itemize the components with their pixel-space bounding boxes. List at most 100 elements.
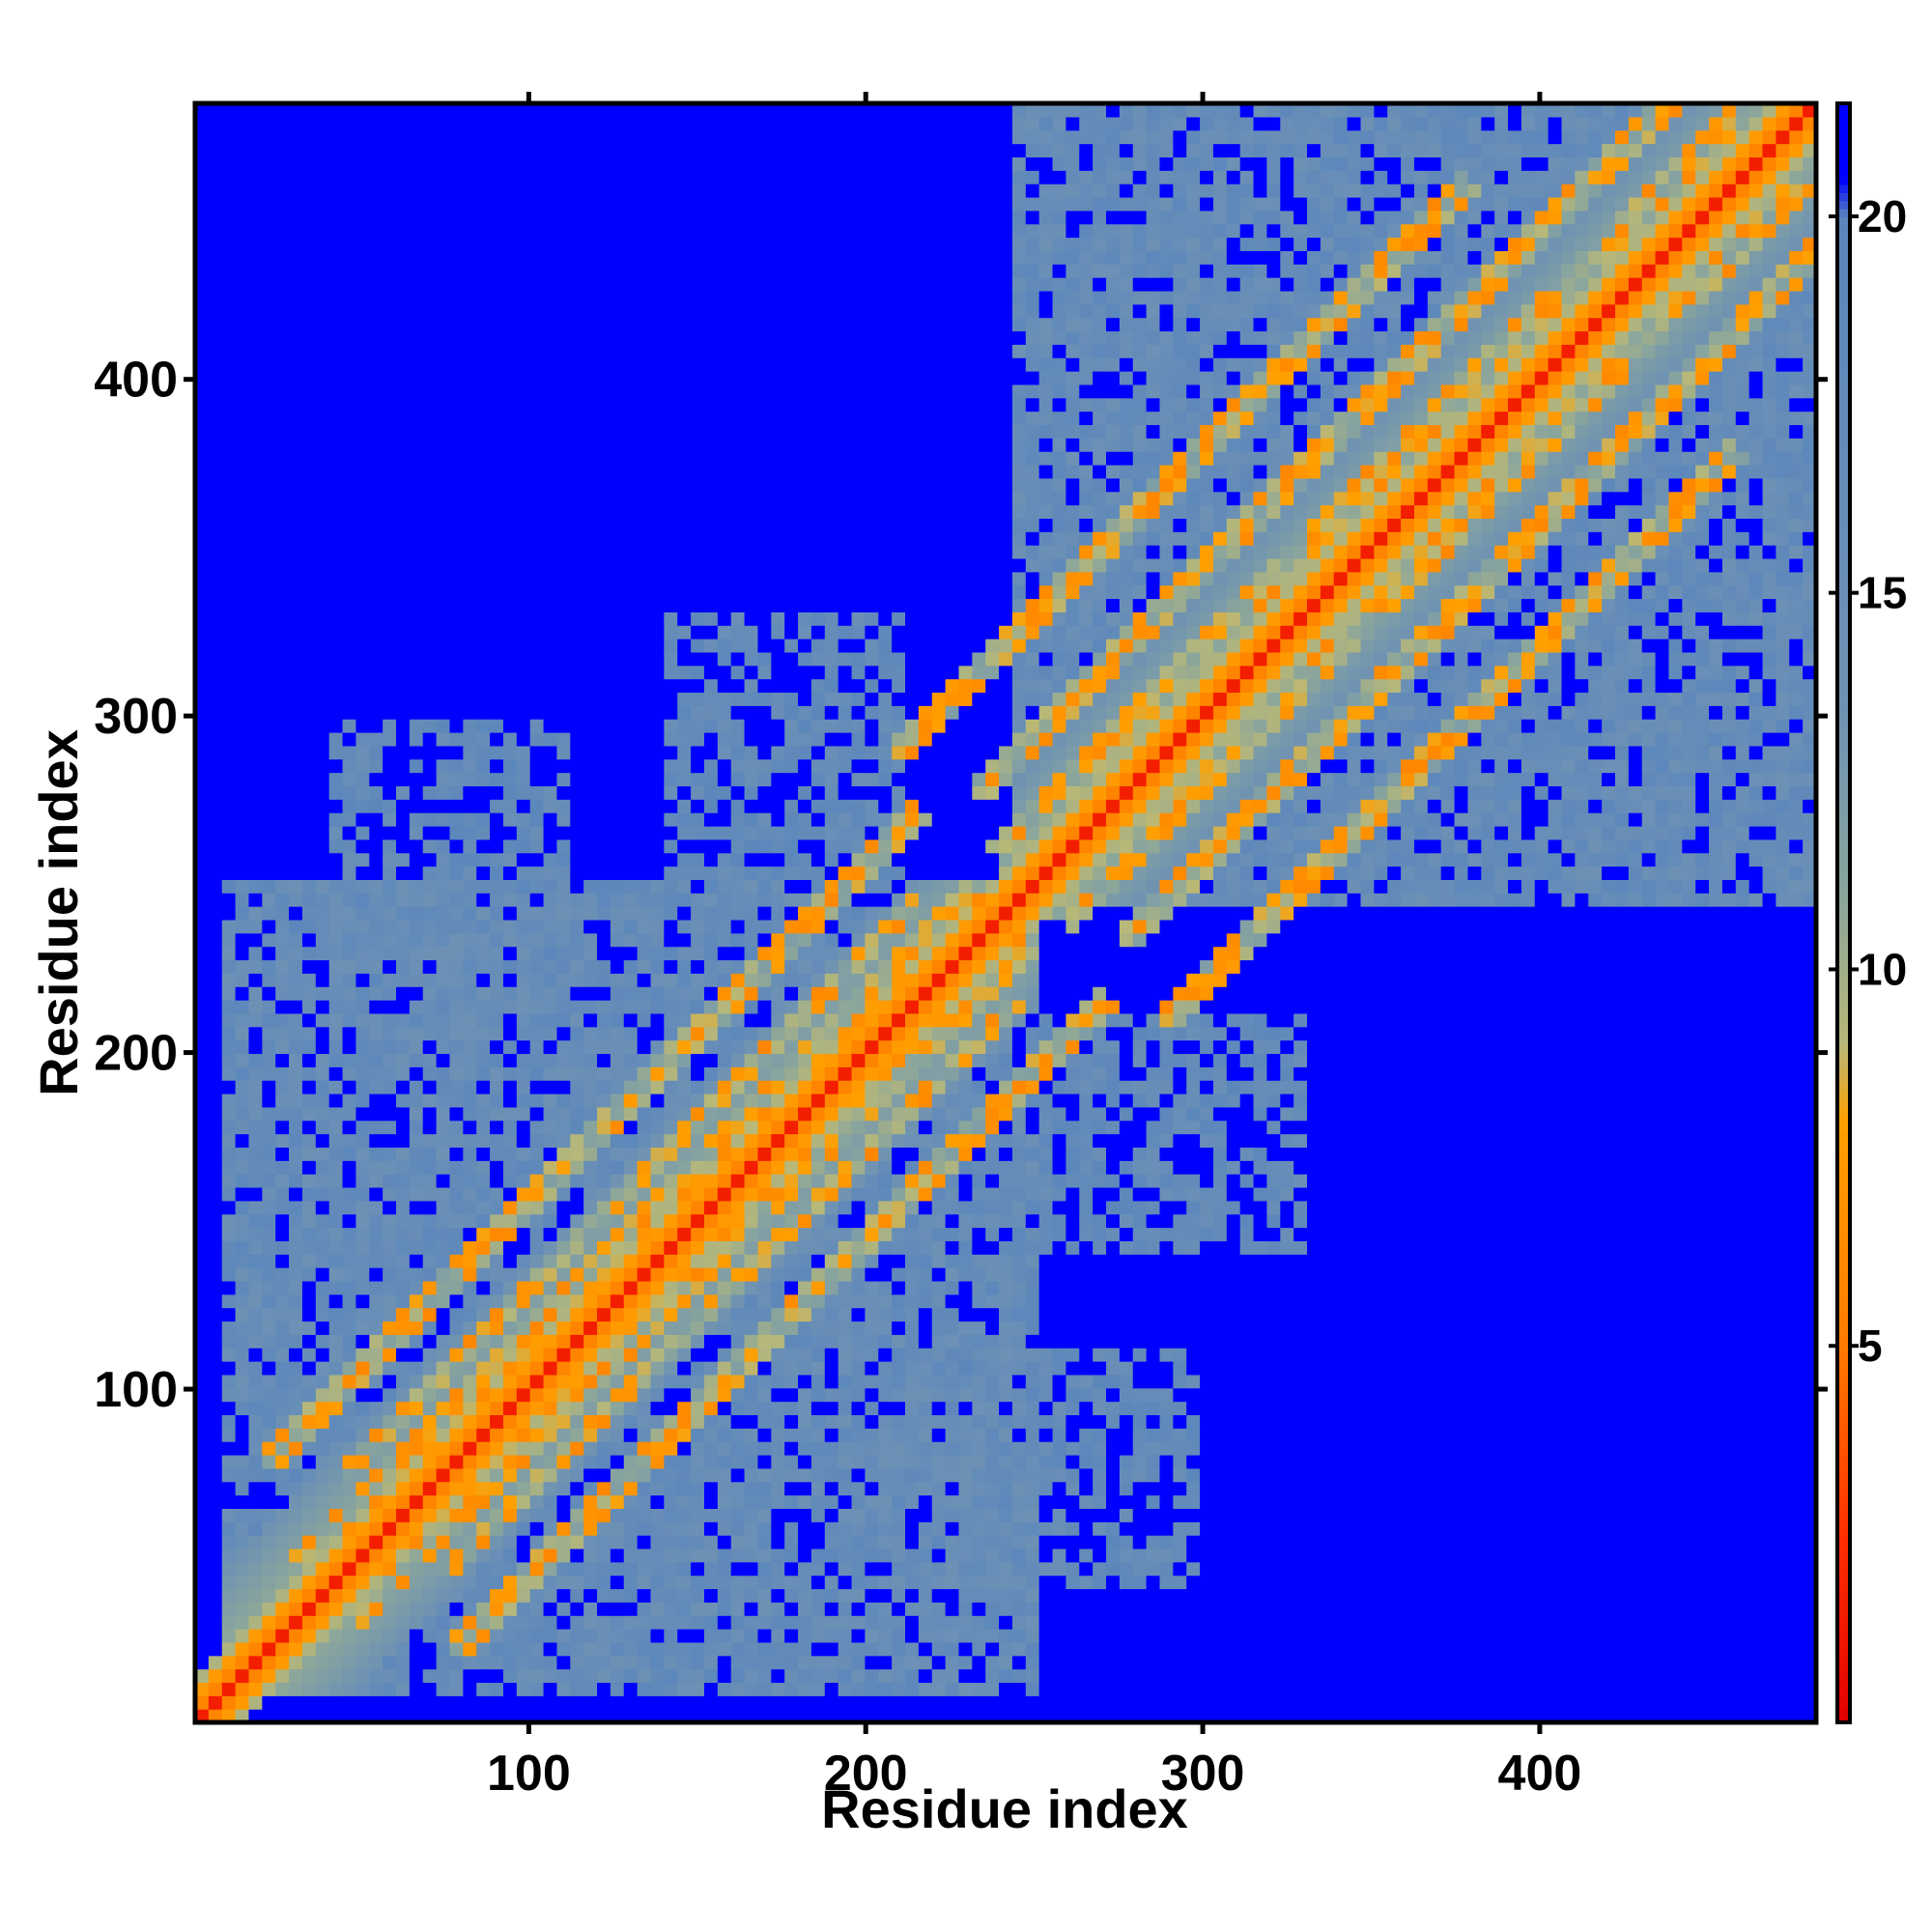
heatmap-cell <box>583 1361 598 1376</box>
heatmap-cell <box>436 1174 451 1188</box>
heatmap-cell <box>235 1401 250 1416</box>
heatmap-cell <box>195 1428 210 1442</box>
heatmap-cell <box>972 1615 986 1630</box>
heatmap-cell <box>1025 1441 1040 1456</box>
heatmap-cell <box>1146 1615 1161 1630</box>
heatmap-cell <box>1668 1535 1683 1549</box>
heatmap-cell <box>623 1668 639 1684</box>
heatmap-cell <box>1025 1428 1040 1442</box>
heatmap-cell <box>1119 1293 1134 1309</box>
heatmap-cell <box>1038 1682 1054 1696</box>
heatmap-cell <box>1548 1508 1563 1522</box>
heatmap-cell <box>369 1227 384 1241</box>
heatmap-cell <box>1709 1267 1723 1282</box>
heatmap-cell <box>1481 1267 1495 1282</box>
heatmap-cell <box>195 1387 210 1403</box>
heatmap-cell <box>1146 1481 1161 1496</box>
heatmap-cell <box>1520 1521 1536 1536</box>
heatmap-cell <box>1320 1629 1335 1643</box>
heatmap-cell <box>490 1535 504 1549</box>
heatmap-cell <box>851 1709 866 1722</box>
heatmap-cell <box>1159 1709 1174 1722</box>
heatmap-cell <box>436 1200 451 1215</box>
heatmap-cell <box>784 1227 799 1241</box>
heatmap-cell <box>1253 1655 1268 1670</box>
heatmap-cell <box>1038 1467 1054 1483</box>
heatmap-cell <box>516 1334 531 1349</box>
heatmap-cell <box>958 1254 973 1268</box>
heatmap-cell <box>810 1213 826 1229</box>
heatmap-cell <box>262 1615 276 1630</box>
heatmap-cell <box>449 1387 464 1403</box>
heatmap-cell <box>1226 1709 1241 1722</box>
heatmap-cell <box>664 1561 678 1577</box>
heatmap-cell <box>235 1213 250 1229</box>
heatmap-cell <box>1132 1401 1148 1416</box>
heatmap-cell <box>1293 1521 1308 1536</box>
heatmap-cell <box>1655 1548 1670 1563</box>
heatmap-cell <box>623 1200 639 1215</box>
heatmap-cell <box>1789 1401 1804 1416</box>
heatmap-cell <box>1602 1709 1616 1722</box>
heatmap-cell <box>1226 1548 1241 1563</box>
heatmap-cell <box>865 1186 879 1202</box>
heatmap-cell <box>516 1615 531 1630</box>
heatmap-cell <box>1695 1240 1710 1255</box>
heatmap-cell <box>1333 1267 1349 1282</box>
heatmap-cell <box>1803 1467 1816 1483</box>
heatmap-cell <box>1735 1414 1750 1429</box>
heatmap-cell <box>369 1508 384 1522</box>
heatmap-cell <box>301 1374 317 1389</box>
heatmap-cell <box>637 1348 652 1362</box>
heatmap-cell <box>1280 1602 1294 1616</box>
heatmap-cell <box>262 1682 276 1696</box>
heatmap-cell <box>396 1387 411 1403</box>
heatmap-cell <box>221 1387 237 1403</box>
heatmap-cell <box>744 1200 759 1215</box>
heatmap-cell <box>677 1615 692 1630</box>
heatmap-cell <box>985 1374 1000 1389</box>
heatmap-cell <box>703 1508 719 1522</box>
heatmap-cell <box>1628 1401 1643 1416</box>
heatmap-cell <box>931 1535 947 1549</box>
heatmap-cell <box>1440 1655 1456 1670</box>
heatmap-cell <box>1682 1655 1696 1670</box>
heatmap-cell <box>1588 1588 1603 1603</box>
heatmap-cell <box>798 1494 812 1509</box>
heatmap-cell <box>945 1602 960 1616</box>
heatmap-cell <box>1307 1240 1321 1255</box>
heatmap-cell <box>1748 1588 1764 1603</box>
heatmap-cell <box>1333 1441 1349 1456</box>
heatmap-cell <box>1427 1307 1442 1322</box>
heatmap-cell <box>1226 1414 1241 1429</box>
heatmap-cell <box>1307 1414 1321 1429</box>
heatmap-cell <box>369 1535 384 1549</box>
heatmap-cell <box>208 1521 223 1536</box>
heatmap-cell <box>556 1575 571 1590</box>
heatmap-cell <box>1387 1695 1402 1710</box>
heatmap-cell <box>1575 1521 1589 1536</box>
heatmap-cell <box>757 1454 772 1469</box>
heatmap-cell <box>275 1588 290 1603</box>
heatmap-cell <box>556 1186 571 1202</box>
heatmap-cell <box>1481 1561 1495 1577</box>
heatmap-cell <box>1494 1668 1509 1684</box>
heatmap-cell <box>221 1508 237 1522</box>
heatmap-cell <box>1682 1213 1696 1229</box>
heatmap-cell <box>583 1200 598 1215</box>
heatmap-cell <box>1132 1348 1148 1362</box>
heatmap-cell <box>677 1481 692 1496</box>
heatmap-cell <box>1494 1227 1509 1241</box>
heatmap-cell <box>1748 1321 1764 1335</box>
heatmap-cell <box>918 1441 933 1456</box>
heatmap-cell <box>1668 1521 1683 1536</box>
heatmap-cell <box>677 1213 692 1229</box>
heatmap-cell <box>1520 1361 1536 1376</box>
heatmap-cell <box>516 1655 531 1670</box>
heatmap-cell <box>985 1588 1000 1603</box>
heatmap-cell <box>529 1293 545 1309</box>
heatmap-cell <box>262 1629 276 1643</box>
heatmap-cell <box>1561 1387 1576 1403</box>
heatmap-cell <box>1333 1348 1349 1362</box>
heatmap-cell <box>945 1508 960 1522</box>
